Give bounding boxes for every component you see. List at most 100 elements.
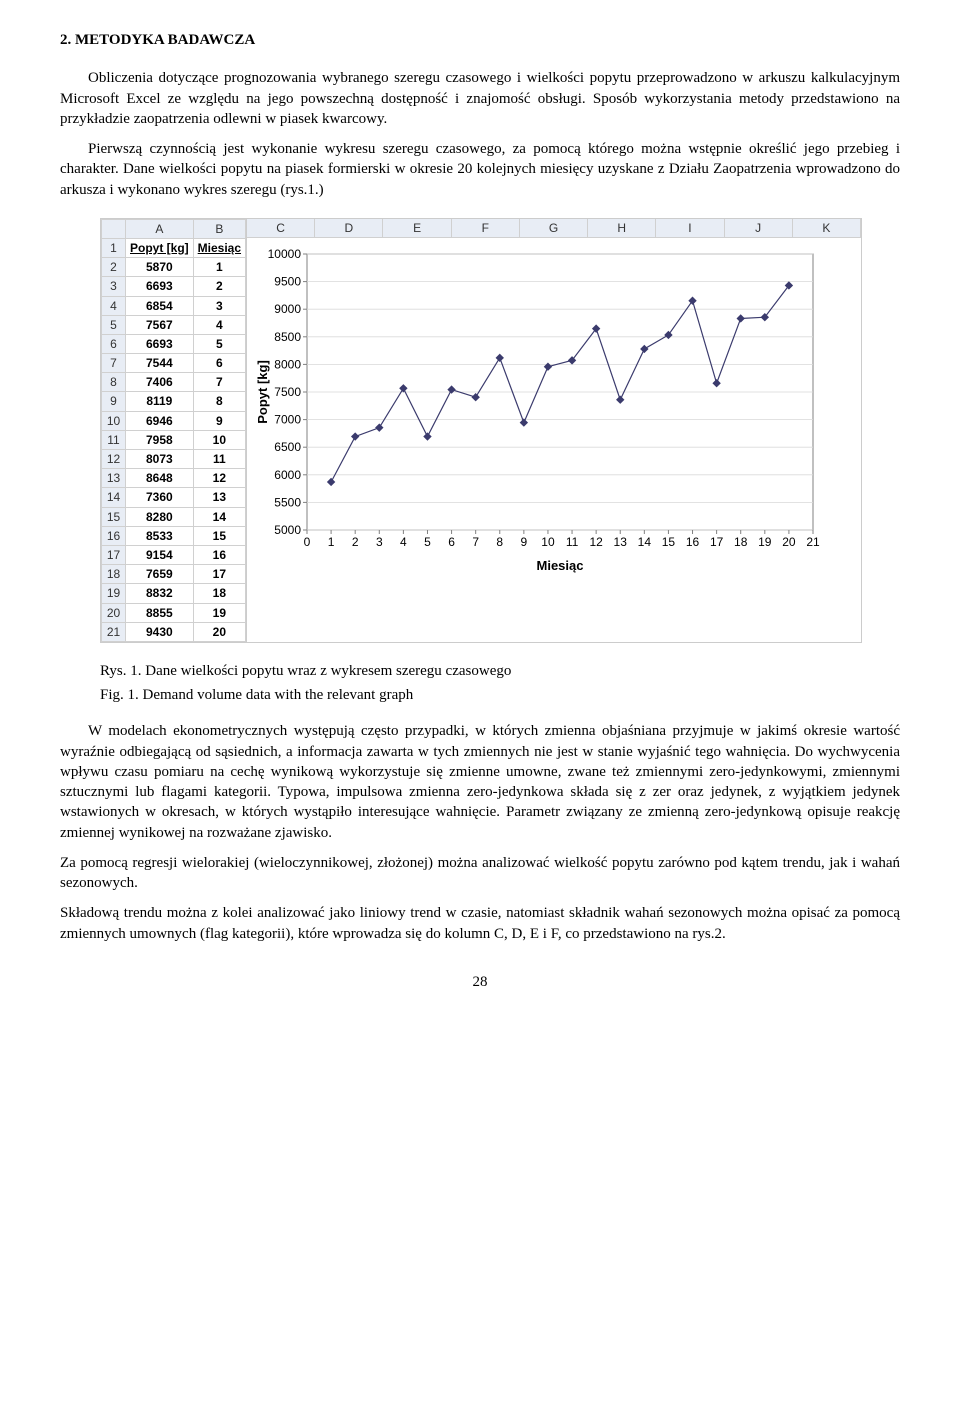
table-cell: 9430 — [126, 622, 194, 641]
table-cell: 14 — [193, 507, 245, 526]
svg-text:0: 0 — [304, 535, 311, 549]
table-cell: 3 — [193, 296, 245, 315]
col-header: H — [588, 219, 656, 237]
svg-text:6500: 6500 — [274, 440, 301, 454]
svg-text:Popyt [kg]: Popyt [kg] — [255, 360, 270, 424]
svg-text:5000: 5000 — [274, 523, 301, 537]
chart-area: CDEFGHIJK 500055006000650070007500800085… — [247, 219, 861, 642]
table-cell: 8648 — [126, 469, 194, 488]
table-cell: 8280 — [126, 507, 194, 526]
data-columns: AB1Popyt [kg]Miesiąc25870136693246854357… — [101, 219, 247, 642]
svg-text:8: 8 — [496, 535, 503, 549]
table-cell: 16 — [193, 545, 245, 564]
col-header: C — [247, 219, 315, 237]
svg-text:13: 13 — [614, 535, 628, 549]
table-cell: 7406 — [126, 373, 194, 392]
table-cell: 7360 — [126, 488, 194, 507]
col-header: G — [520, 219, 588, 237]
table-cell: 8855 — [126, 603, 194, 622]
table-cell: 18 — [193, 584, 245, 603]
figure-caption-en: Fig. 1. Demand volume data with the rele… — [100, 685, 900, 705]
table-cell: 6693 — [126, 277, 194, 296]
col-header: A — [126, 219, 194, 238]
col-header: E — [383, 219, 451, 237]
table-cell: 8832 — [126, 584, 194, 603]
table-cell: 5 — [193, 334, 245, 353]
svg-text:11: 11 — [566, 535, 579, 549]
col-header: J — [725, 219, 793, 237]
section-heading: 2. METODYKA BADAWCZA — [60, 30, 900, 50]
page-number: 28 — [60, 972, 900, 992]
svg-text:6000: 6000 — [274, 468, 301, 482]
svg-text:5: 5 — [424, 535, 431, 549]
col-header: D — [315, 219, 383, 237]
svg-text:8000: 8000 — [274, 357, 301, 371]
table-cell: 4 — [193, 315, 245, 334]
table-cell: 15 — [193, 526, 245, 545]
svg-text:7000: 7000 — [274, 412, 301, 426]
svg-text:9000: 9000 — [274, 302, 301, 316]
svg-text:2: 2 — [352, 535, 359, 549]
table-cell: 6693 — [126, 334, 194, 353]
svg-text:9: 9 — [521, 535, 528, 549]
table-cell: 6946 — [126, 411, 194, 430]
col-header: I — [656, 219, 724, 237]
table-cell: 8533 — [126, 526, 194, 545]
svg-text:16: 16 — [686, 535, 700, 549]
figure-caption-pl: Rys. 1. Dane wielkości popytu wraz z wyk… — [100, 661, 900, 681]
svg-text:15: 15 — [662, 535, 676, 549]
table-cell: 13 — [193, 488, 245, 507]
svg-text:12: 12 — [589, 535, 603, 549]
svg-text:3: 3 — [376, 535, 383, 549]
svg-text:Miesiąc: Miesiąc — [537, 558, 584, 573]
svg-text:10000: 10000 — [268, 247, 302, 261]
svg-text:7500: 7500 — [274, 385, 301, 399]
paragraph-3: W modelach ekonometrycznych występują cz… — [60, 721, 900, 843]
table-cell: 5870 — [126, 258, 194, 277]
table-cell: 7 — [193, 373, 245, 392]
table-cell: 2 — [193, 277, 245, 296]
col-header: K — [793, 219, 861, 237]
paragraph-2: Pierwszą czynnością jest wykonanie wykre… — [60, 139, 900, 200]
excel-screenshot: AB1Popyt [kg]Miesiąc25870136693246854357… — [100, 218, 862, 643]
paragraph-4: Za pomocą regresji wielorakiej (wieloczy… — [60, 853, 900, 894]
table-cell: 17 — [193, 565, 245, 584]
svg-text:5500: 5500 — [274, 495, 301, 509]
table-cell: 6854 — [126, 296, 194, 315]
table-cell: 7544 — [126, 354, 194, 373]
col-header: F — [452, 219, 520, 237]
svg-text:19: 19 — [758, 535, 772, 549]
figure-1: AB1Popyt [kg]Miesiąc25870136693246854357… — [100, 218, 900, 643]
svg-text:10: 10 — [541, 535, 555, 549]
svg-text:20: 20 — [782, 535, 796, 549]
col-header: B — [193, 219, 245, 238]
svg-text:14: 14 — [638, 535, 652, 549]
paragraph-5: Składową trendu można z kolei analizować… — [60, 903, 900, 944]
table-cell: 12 — [193, 469, 245, 488]
demand-chart: 5000550060006500700075008000850090009500… — [253, 246, 823, 576]
table-cell: 11 — [193, 450, 245, 469]
svg-text:8500: 8500 — [274, 330, 301, 344]
svg-text:21: 21 — [806, 535, 820, 549]
table-cell: 7567 — [126, 315, 194, 334]
col-b-label: Miesiąc — [193, 238, 245, 257]
col-a-label: Popyt [kg] — [126, 238, 194, 257]
table-cell: 8073 — [126, 450, 194, 469]
col-header — [102, 219, 126, 238]
table-cell: 19 — [193, 603, 245, 622]
table-cell: 10 — [193, 430, 245, 449]
table-cell: 8119 — [126, 392, 194, 411]
table-cell: 9154 — [126, 545, 194, 564]
svg-text:17: 17 — [710, 535, 724, 549]
svg-text:18: 18 — [734, 535, 748, 549]
paragraph-1: Obliczenia dotyczące prognozowania wybra… — [60, 68, 900, 129]
table-cell: 7958 — [126, 430, 194, 449]
svg-text:7: 7 — [472, 535, 479, 549]
table-cell: 8 — [193, 392, 245, 411]
table-cell: 9 — [193, 411, 245, 430]
svg-text:4: 4 — [400, 535, 407, 549]
table-cell: 6 — [193, 354, 245, 373]
table-cell: 20 — [193, 622, 245, 641]
table-cell: 7659 — [126, 565, 194, 584]
svg-text:1: 1 — [328, 535, 335, 549]
